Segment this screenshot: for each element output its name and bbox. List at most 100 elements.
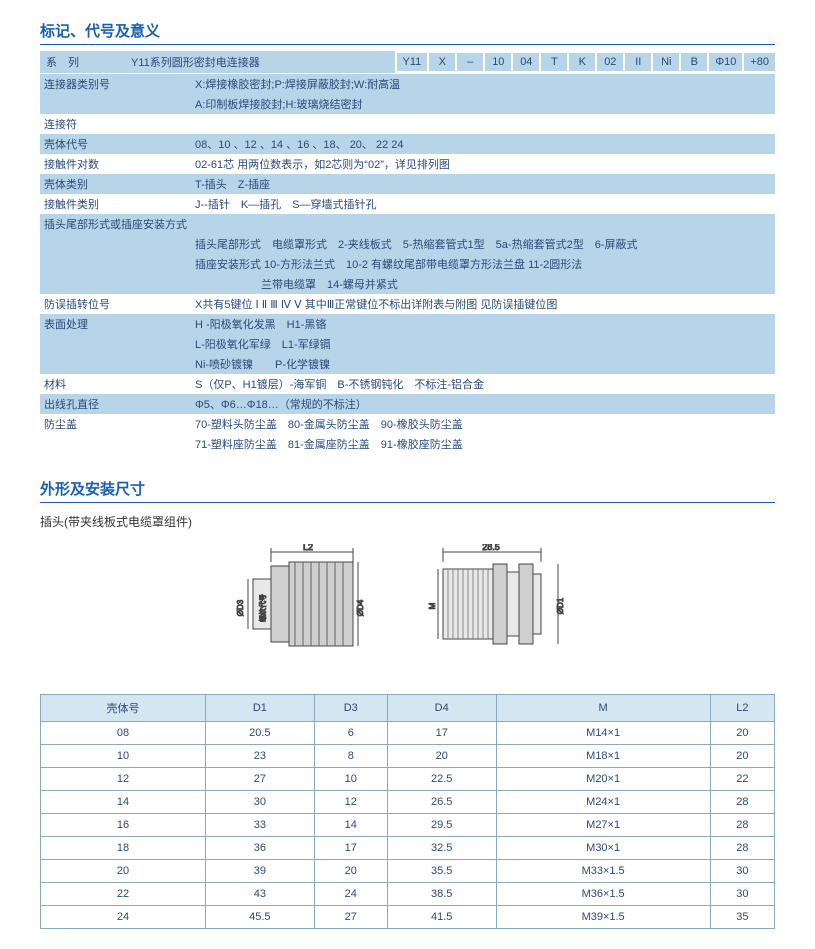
dim-header: 壳体号 (41, 695, 206, 722)
dim-cell: 14 (41, 791, 206, 814)
dim-header: L2 (710, 695, 774, 722)
dim-cell: 35 (710, 906, 774, 929)
dim-cell: 20 (314, 860, 387, 883)
marking-text: Φ5、Φ6…Φ18…（常规的不标注） (191, 394, 775, 414)
marking-row: 防误插转位号X共有5键位 Ⅰ Ⅱ Ⅲ Ⅳ Ⅴ 其中Ⅲ正常键位不标出详附表与附图 … (40, 294, 775, 314)
marking-label (40, 354, 191, 374)
dim-cell: 24 (314, 883, 387, 906)
dim-cell: 23 (205, 745, 314, 768)
marking-text: X:焊接橡胶密封;P:焊接屏蔽胶封;W:耐高温 (191, 74, 775, 94)
dim-cell: 38.5 (387, 883, 496, 906)
code-cell: Ni (653, 53, 679, 71)
dim-cell: 39 (205, 860, 314, 883)
marking-row: A:印制板焊接胶封;H:玻璃烧结密封 (40, 94, 775, 114)
code-cell: Φ10 (709, 53, 742, 71)
marking-label: 防尘盖 (40, 414, 191, 434)
code-label: 系 列 (40, 51, 125, 73)
code-cell: 02 (597, 53, 623, 71)
dim-cell: 18 (41, 837, 206, 860)
marking-row: 表面处理H -阳极氧化发黑 H1-黑铬 (40, 314, 775, 334)
dim-cell: 20 (710, 722, 774, 745)
dim-cell: 10 (41, 745, 206, 768)
marking-row: 壳体代号08、10 、12 、14 、16 、18、 20、 22 24 (40, 134, 775, 154)
marking-text: 插头尾部形式 电缆罩形式 2-夹线板式 5-热缩套管式1型 5a-热缩套管式2型… (191, 234, 775, 254)
marking-text: 70-塑料头防尘盖 80-金属头防尘盖 90-橡胶头防尘盖 (191, 414, 775, 434)
svg-text:ØD4: ØD4 (356, 599, 365, 616)
table-row: 2445.52741.5M39×1.535 (41, 906, 775, 929)
table-row: 16331429.5M27×128 (41, 814, 775, 837)
dim-cell: M20×1 (496, 768, 710, 791)
marking-label (40, 254, 191, 274)
marking-label: 插头尾部形式或插座安装方式 (40, 214, 191, 234)
marking-text: A:印制板焊接胶封;H:玻璃烧结密封 (191, 94, 775, 114)
table-row: 0820.5617M14×120 (41, 722, 775, 745)
marking-row: 出线孔直径Φ5、Φ6…Φ18…（常规的不标注） (40, 394, 775, 414)
dim-cell: 45.5 (205, 906, 314, 929)
code-cell: +80 (744, 53, 775, 71)
marking-row: Ni-喷砂镀镍 P-化学镀镍 (40, 354, 775, 374)
dim-cell: 43 (205, 883, 314, 906)
table-row: 1023820M18×120 (41, 745, 775, 768)
table-row: 12271022.5M20×122 (41, 768, 775, 791)
marking-label: 接触件类别 (40, 194, 191, 214)
marking-text (191, 214, 775, 234)
marking-row: 插头尾部形式 电缆罩形式 2-夹线板式 5-热缩套管式1型 5a-热缩套管式2型… (40, 234, 775, 254)
marking-text: X共有5键位 Ⅰ Ⅱ Ⅲ Ⅳ Ⅴ 其中Ⅲ正常键位不标出详附表与附图 见防误插键位… (191, 294, 775, 314)
dim-cell: 22 (710, 768, 774, 791)
marking-label: 连接器类别号 (40, 74, 191, 94)
code-cell: T (541, 53, 567, 71)
marking-row: 71-塑料座防尘盖 81-金属座防尘盖 91-橡胶座防尘盖 (40, 434, 775, 454)
marking-row: 连接器类别号X:焊接橡胶密封;P:焊接屏蔽胶封;W:耐高温 (40, 74, 775, 94)
dim-cell: 22.5 (387, 768, 496, 791)
svg-text:ØD1: ØD1 (556, 597, 565, 614)
marking-label (40, 274, 191, 294)
dim-cell: 20 (710, 745, 774, 768)
dim-cell: M27×1 (496, 814, 710, 837)
sub-heading: 插头(带夹线板式电缆罩组件) (40, 513, 775, 530)
dim-cell: M36×1.5 (496, 883, 710, 906)
dim-cell: 30 (710, 883, 774, 906)
table-row: 22432438.5M36×1.530 (41, 883, 775, 906)
marking-row: 接触件对数02-61芯 用两位数表示，如2芯则为“02”，详见排列图 (40, 154, 775, 174)
marking-row: 插头尾部形式或插座安装方式 (40, 214, 775, 234)
code-cell: 10 (485, 53, 511, 71)
table-row: 18361732.5M30×128 (41, 837, 775, 860)
marking-text: L-阳极氧化军绿 L1-军绿镉 (191, 334, 775, 354)
dim-cell: 20.5 (205, 722, 314, 745)
marking-label: 出线孔直径 (40, 394, 191, 414)
dim-cell: 35.5 (387, 860, 496, 883)
marking-row: 材料S（仅P、H1镀层）-海军铜 B-不锈钢钝化 不标注-铝合金 (40, 374, 775, 394)
dim-cell: 20 (387, 745, 496, 768)
code-cell: II (625, 53, 651, 71)
dim-table: 壳体号D1D3D4ML2 0820.5617M14×1201023820M18×… (40, 694, 775, 929)
dim-cell: 8 (314, 745, 387, 768)
marking-label (40, 434, 191, 454)
marking-text: T-插头 Z-插座 (191, 174, 775, 194)
marking-text: H -阳极氧化发黑 H1-黑铬 (191, 314, 775, 334)
dim-header: M (496, 695, 710, 722)
marking-label (40, 94, 191, 114)
marking-text: 71-塑料座防尘盖 81-金属座防尘盖 91-橡胶座防尘盖 (191, 434, 775, 454)
dim-cell: 33 (205, 814, 314, 837)
dim-cell: 08 (41, 722, 206, 745)
svg-text:L2: L2 (302, 544, 312, 552)
dim-header: D1 (205, 695, 314, 722)
dim-cell: M33×1.5 (496, 860, 710, 883)
marking-label: 材料 (40, 374, 191, 394)
code-cell: B (681, 53, 707, 71)
marking-text: 插座安装形式 10-方形法兰式 10-2 有螺纹尾部带电缆罩方形法兰盘 11-2… (191, 254, 775, 274)
code-cell: 04 (513, 53, 539, 71)
dim-cell: 20 (41, 860, 206, 883)
dim-cell: 12 (314, 791, 387, 814)
svg-text:28.5: 28.5 (482, 544, 500, 552)
dim-cell: M14×1 (496, 722, 710, 745)
dim-cell: 32.5 (387, 837, 496, 860)
dim-cell: 24 (41, 906, 206, 929)
dim-header: D3 (314, 695, 387, 722)
code-desc: Y11系列圆形密封电连接器 (125, 51, 395, 73)
dim-cell: 30 (710, 860, 774, 883)
marking-row: 兰带电缆罩 14-螺母并紧式 (40, 274, 775, 294)
marking-label: 壳体代号 (40, 134, 191, 154)
dim-cell: 16 (41, 814, 206, 837)
dim-cell: 30 (205, 791, 314, 814)
